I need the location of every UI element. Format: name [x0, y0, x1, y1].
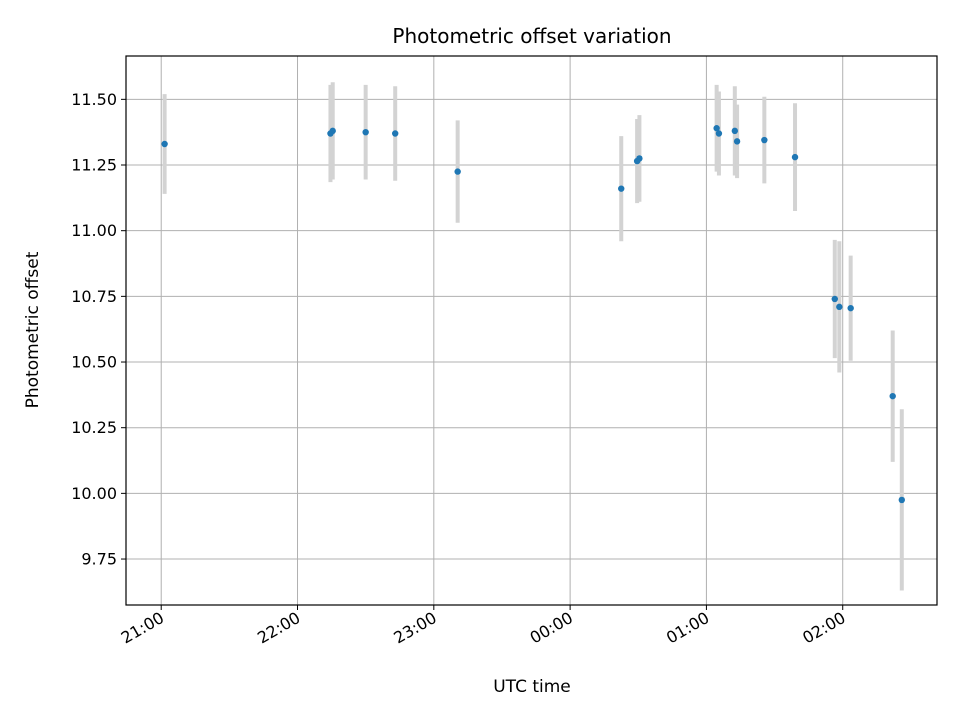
data-point	[161, 140, 168, 148]
data-point	[791, 153, 799, 161]
x-axis-label: UTC time	[493, 677, 571, 697]
y-tick-label: 10.25	[71, 418, 117, 437]
grid	[126, 56, 937, 605]
data-point	[889, 392, 896, 400]
data-points	[161, 125, 905, 504]
data-point	[847, 304, 854, 312]
data-point	[454, 168, 461, 175]
y-tick-label: 10.50	[71, 353, 117, 372]
data-point	[715, 130, 723, 137]
data-point	[761, 136, 768, 144]
data-point	[733, 138, 741, 145]
y-tick-label: 11.00	[71, 221, 117, 240]
y-tick-label: 10.75	[71, 287, 117, 306]
data-point	[836, 303, 843, 311]
data-point	[713, 125, 720, 132]
data-point	[329, 127, 336, 135]
data-point	[391, 130, 399, 137]
y-tick-label: 11.25	[71, 156, 117, 175]
y-tick-label: 11.50	[71, 90, 117, 109]
data-point	[898, 496, 905, 504]
chart-title: Photometric offset variation	[392, 24, 671, 48]
y-tick-label: 10.00	[71, 484, 117, 503]
data-point	[618, 185, 625, 192]
data-point	[731, 127, 739, 135]
data-point	[362, 128, 369, 136]
data-point	[636, 155, 643, 162]
plot-frame	[125, 55, 938, 606]
y-axis-label: Photometric offset	[23, 251, 43, 408]
data-point	[831, 295, 838, 303]
y-axis: 9.75 10.00 10.25 10.50 10.75 11.00 11.25 11.50	[71, 90, 126, 569]
y-tick-label: 9.75	[81, 550, 117, 569]
